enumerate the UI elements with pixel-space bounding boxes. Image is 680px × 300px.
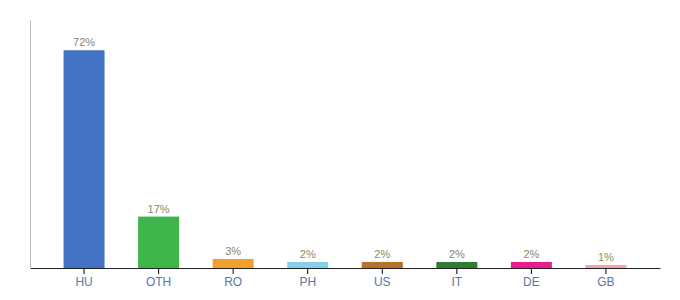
bar [585,265,626,268]
data-label: 1% [598,251,614,263]
chart: 72% 17% 3% 2% 2% 2% 2% 1% HU OTH RO PH US IT DE GB [0,0,680,300]
tick: GB [597,268,614,289]
tick: PH [299,268,316,289]
bar [362,262,403,268]
tick-mark [158,268,159,274]
tick-mark [382,268,383,274]
tick-label: HU [75,275,92,289]
bars [64,50,627,268]
tick-mark [307,268,308,274]
tick-mark [233,268,234,274]
x-axis: HU OTH RO PH US IT DE GB [31,268,661,289]
data-label: 17% [148,203,170,215]
tick-mark [531,268,532,274]
y-axis [30,21,31,269]
data-labels: 72% 17% 3% 2% 2% 2% 2% 1% [73,36,614,263]
tick: RO [224,268,242,289]
tick-label: OTH [146,275,171,289]
data-label: 72% [73,36,95,48]
tick: HU [75,268,92,289]
tick-label: PH [299,275,316,289]
bar [287,262,328,268]
tick: IT [451,268,462,289]
y-axis-line [30,21,31,269]
tick: US [374,268,391,289]
data-label: 2% [523,248,539,260]
data-label: 2% [449,248,465,260]
bar [138,217,179,268]
tick-mark [456,268,457,274]
bar [64,50,105,268]
plot: 72% 17% 3% 2% 2% 2% 2% 1% HU OTH RO PH US IT DE GB [31,21,661,289]
tick-label: US [374,275,391,289]
bar [511,262,552,268]
bar [213,259,254,268]
data-label: 2% [300,248,316,260]
tick-mark [84,268,85,274]
tick: OTH [146,268,171,289]
tick-label: GB [597,275,614,289]
data-label: 2% [374,248,390,260]
tick: DE [523,268,540,289]
data-label: 3% [225,245,241,257]
tick-label: RO [224,275,242,289]
bar [436,262,477,268]
tick-label: DE [523,275,540,289]
tick-label: IT [451,275,462,289]
x-axis-line [31,268,661,269]
tick-mark [605,268,606,274]
